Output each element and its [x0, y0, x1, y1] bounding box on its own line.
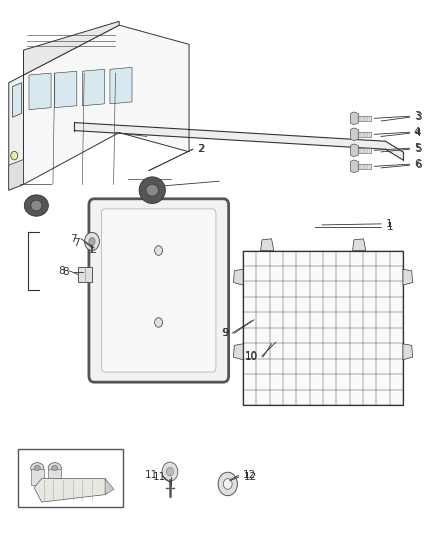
Text: 10: 10: [244, 351, 258, 361]
Ellipse shape: [24, 195, 48, 216]
Text: 2: 2: [198, 144, 205, 154]
Circle shape: [166, 467, 173, 476]
Bar: [358, 116, 371, 121]
Polygon shape: [24, 21, 119, 75]
Polygon shape: [24, 25, 189, 184]
Bar: [31, 469, 44, 485]
Bar: [78, 266, 92, 282]
Text: 1: 1: [386, 222, 393, 231]
Circle shape: [223, 479, 232, 489]
Circle shape: [162, 462, 178, 481]
Polygon shape: [9, 159, 24, 190]
Text: 10: 10: [244, 352, 258, 362]
Polygon shape: [350, 144, 358, 157]
Bar: [48, 469, 61, 485]
Circle shape: [155, 246, 162, 255]
Ellipse shape: [31, 463, 44, 473]
Polygon shape: [261, 239, 274, 251]
Ellipse shape: [139, 177, 166, 204]
Polygon shape: [403, 269, 413, 285]
Text: 7: 7: [70, 234, 77, 244]
Text: 4: 4: [415, 128, 421, 138]
Text: 5: 5: [414, 143, 420, 153]
Text: 6: 6: [415, 160, 421, 170]
Ellipse shape: [146, 184, 159, 196]
Polygon shape: [105, 479, 114, 495]
Bar: [358, 132, 371, 137]
Polygon shape: [233, 269, 243, 285]
Text: 1: 1: [385, 219, 392, 229]
Text: 11: 11: [145, 471, 158, 480]
Bar: [358, 148, 371, 153]
Text: 2: 2: [197, 144, 204, 154]
Circle shape: [89, 238, 95, 245]
Circle shape: [85, 232, 99, 251]
Text: 12: 12: [244, 472, 257, 482]
Text: 3: 3: [414, 111, 420, 121]
Polygon shape: [353, 239, 366, 251]
Polygon shape: [350, 112, 358, 125]
Ellipse shape: [31, 200, 42, 211]
Polygon shape: [243, 251, 403, 405]
FancyBboxPatch shape: [89, 199, 229, 382]
Text: 4: 4: [414, 127, 420, 137]
FancyBboxPatch shape: [102, 209, 216, 372]
Text: 7: 7: [74, 238, 80, 247]
Text: 9: 9: [223, 328, 229, 338]
Text: 5: 5: [415, 144, 421, 154]
Text: 3: 3: [415, 112, 421, 122]
Text: 8: 8: [63, 267, 69, 277]
Ellipse shape: [48, 463, 61, 473]
Polygon shape: [110, 67, 132, 104]
Text: 9: 9: [221, 328, 228, 338]
Polygon shape: [29, 73, 51, 110]
Ellipse shape: [34, 465, 40, 471]
Text: 6: 6: [414, 159, 420, 169]
Ellipse shape: [52, 465, 58, 471]
Circle shape: [218, 472, 237, 496]
Polygon shape: [34, 479, 107, 502]
Bar: [18, 449, 123, 507]
Polygon shape: [350, 160, 358, 173]
Circle shape: [155, 318, 162, 327]
Polygon shape: [233, 344, 243, 360]
Polygon shape: [82, 69, 104, 106]
Polygon shape: [74, 123, 403, 160]
Bar: [358, 164, 371, 169]
Text: 11: 11: [152, 472, 166, 482]
Circle shape: [11, 151, 18, 160]
Text: 12: 12: [243, 471, 256, 480]
Polygon shape: [12, 83, 21, 117]
Polygon shape: [403, 344, 413, 360]
Text: 8: 8: [58, 266, 65, 276]
Polygon shape: [55, 71, 77, 108]
Polygon shape: [350, 128, 358, 141]
Polygon shape: [9, 75, 24, 190]
